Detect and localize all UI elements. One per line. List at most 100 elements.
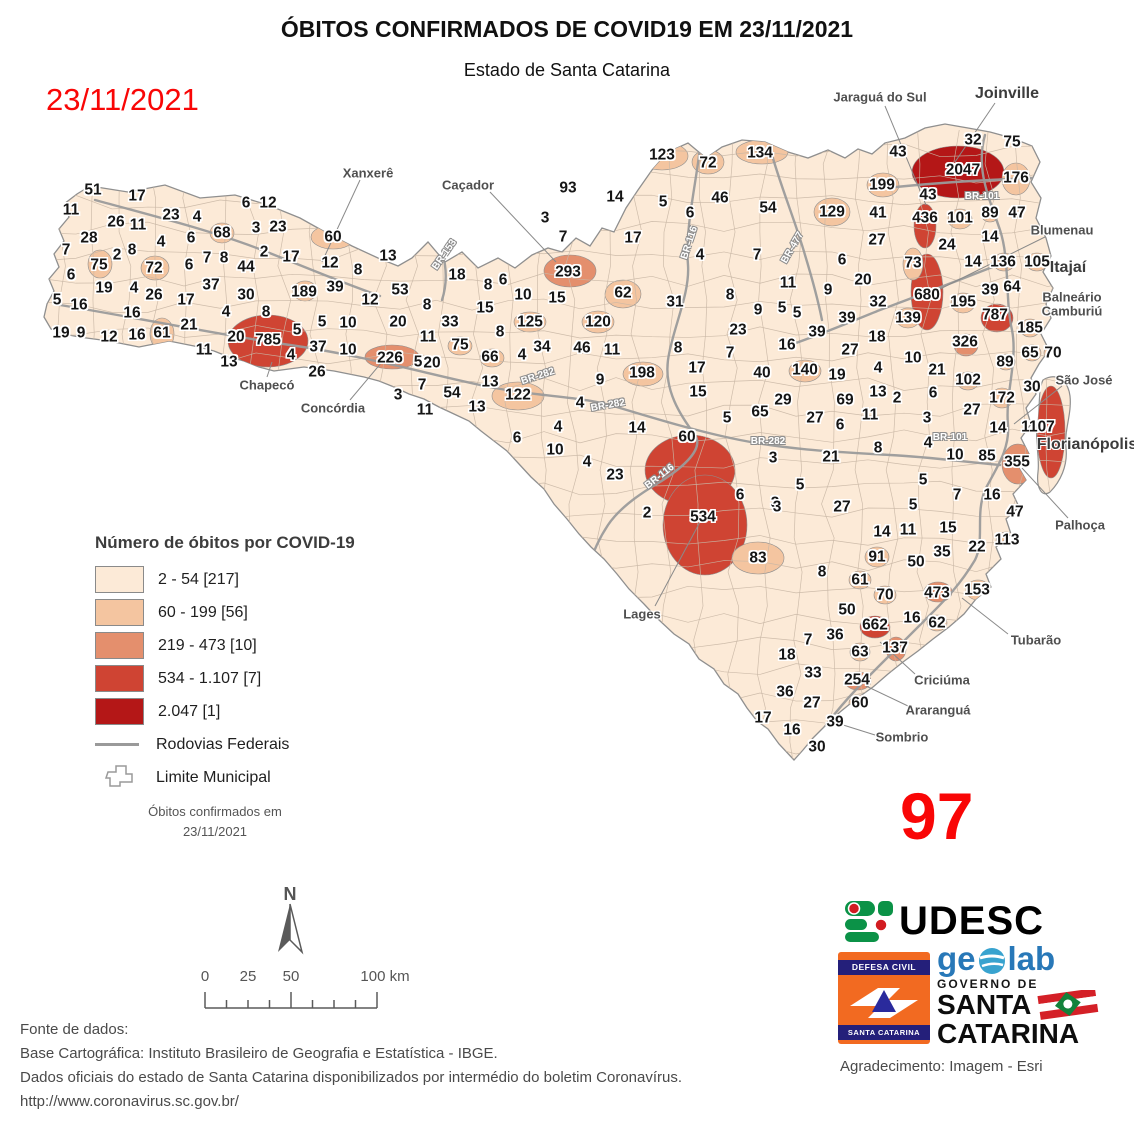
municipality-death-count: 37 — [202, 276, 220, 294]
municipality-death-count: 13 — [379, 247, 397, 265]
municipality-death-count: 139 — [895, 309, 921, 327]
city-callout-label: Lages — [623, 606, 661, 622]
legend-class-row: 2.047 [1] — [95, 695, 455, 728]
municipality-death-count: 4 — [695, 246, 705, 264]
municipality-death-count: 1107 — [1021, 418, 1055, 436]
municipality-death-count: 23 — [269, 218, 287, 236]
municipality-death-count: 35 — [933, 543, 951, 561]
municipality-death-count: 4 — [192, 208, 202, 226]
municipality-death-count: 355 — [1004, 453, 1030, 471]
municipality-death-count: 75 — [90, 256, 108, 274]
municipality-death-count: 8 — [353, 261, 363, 279]
geolab-globe-icon — [978, 948, 1005, 974]
municipality-death-count: 199 — [869, 176, 895, 194]
road-br101 — [803, 133, 1015, 758]
municipality-death-count: 5 — [795, 476, 805, 494]
municipality-death-count: 13 — [869, 383, 887, 401]
municipality-death-count: 28 — [80, 229, 98, 247]
municipality-death-count: 29 — [774, 391, 792, 409]
municipality-patch — [996, 353, 1016, 371]
defesa-civil-top-text: DEFESA CIVIL — [838, 960, 930, 975]
municipality-death-count: 10 — [339, 314, 357, 332]
state-shape — [43, 123, 1054, 761]
legend-limit-label: Limite Municipal — [156, 768, 271, 786]
municipal-border-line — [756, 129, 771, 760]
municipal-border-line — [724, 129, 740, 760]
municipality-death-count: 5 — [292, 321, 302, 339]
legend-note: Óbitos confirmados em 23/11/2021 — [95, 802, 335, 841]
municipality-death-count: 7 — [803, 631, 813, 649]
municipality-death-count: 3 — [770, 494, 780, 512]
municipality-death-count: 5 — [918, 471, 928, 489]
municipality-death-count: 85 — [978, 447, 996, 465]
municipality-death-count: 75 — [451, 336, 469, 354]
municipality-death-count: 195 — [950, 293, 976, 311]
municipality-death-count: 10 — [946, 446, 964, 464]
municipality-death-count: 198 — [629, 364, 655, 382]
municipality-death-count: 14 — [981, 228, 999, 246]
municipality-patch — [953, 333, 979, 357]
city-callout-label: Concórdia — [300, 400, 366, 416]
municipality-death-count: 6 — [186, 229, 196, 247]
municipality-death-count: 436 — [912, 209, 938, 227]
geolab-lab: lab — [1007, 940, 1056, 977]
municipality-death-count: 12 — [321, 254, 339, 272]
municipality-death-count: 5 — [908, 496, 918, 514]
municipality-death-count: 7 — [61, 241, 71, 259]
defesa-civil-logo: DEFESA CIVIL SANTA CATARINA — [838, 952, 930, 1044]
legend-range-2: 60 - 199 [56] — [158, 603, 248, 621]
legend-class-row: 60 - 199 [56] — [95, 596, 455, 629]
municipality-death-count: 26 — [107, 213, 125, 231]
municipality-death-count: 17 — [282, 248, 300, 266]
municipality-patch — [1036, 385, 1066, 479]
municipality-death-count: 105 — [1024, 253, 1050, 271]
geolab-logo: ge lab — [937, 940, 1055, 978]
municipality-death-count: 19 — [95, 279, 113, 297]
municipality-death-count: 6 — [498, 271, 508, 289]
municipality-death-count: 21 — [180, 316, 198, 334]
municipality-death-count: 43 — [919, 186, 937, 204]
municipality-death-count: 10 — [514, 286, 532, 304]
municipality-death-count: 21 — [822, 448, 840, 466]
municipality-death-count: 11 — [603, 341, 621, 359]
scale-bar — [204, 992, 378, 1009]
municipality-patch — [864, 546, 890, 568]
municipality-death-count: 12 — [259, 194, 277, 212]
municipality-death-count: 20 — [389, 313, 407, 331]
municipality-death-count: 46 — [711, 189, 729, 207]
municipality-death-count: 4 — [286, 346, 296, 364]
municipality-death-count: 27 — [841, 341, 859, 359]
road-line-sample — [95, 743, 139, 746]
municipality-death-count: 27 — [803, 694, 821, 712]
municipality-patch — [980, 205, 1000, 223]
municipality-death-count: 3 — [251, 219, 261, 237]
city-callout-label: Araranguá — [905, 702, 971, 718]
municipality-death-count: 11 — [416, 401, 434, 419]
legend-range-4: 534 - 1.107 [7] — [158, 669, 262, 687]
municipal-border-line — [821, 129, 836, 760]
municipality-death-count: 40 — [753, 364, 771, 382]
municipality-death-count: 18 — [778, 646, 796, 664]
municipality-death-count: 17 — [754, 709, 772, 727]
municipality-patch — [902, 247, 924, 281]
municipality-death-count: 6 — [835, 416, 845, 434]
municipality-patch — [866, 172, 900, 198]
municipality-death-count: 61 — [851, 571, 869, 589]
municipality-death-count: 134 — [747, 144, 773, 162]
municipality-death-count: 11 — [195, 341, 213, 359]
municipality-death-count: 23 — [729, 321, 747, 339]
municipality-death-count: 73 — [904, 254, 922, 272]
municipality-death-count: 62 — [614, 284, 632, 302]
municipality-death-count: 11 — [129, 216, 147, 234]
municipality-patch — [581, 310, 615, 334]
municipality-death-count: 137 — [882, 639, 908, 657]
legend-range-1: 2 - 54 [217] — [158, 570, 239, 588]
page-subtitle: Estado de Santa Catarina — [463, 60, 671, 80]
city-callout-label: Jaraguá do Sul — [833, 89, 927, 105]
municipality-death-count: 172 — [989, 389, 1015, 407]
municipality-death-count: 8 — [261, 303, 271, 321]
road-label: BR-477 — [779, 230, 806, 266]
city-callout-label: Joinville — [974, 85, 1040, 102]
municipality-death-count: 34 — [533, 338, 551, 356]
